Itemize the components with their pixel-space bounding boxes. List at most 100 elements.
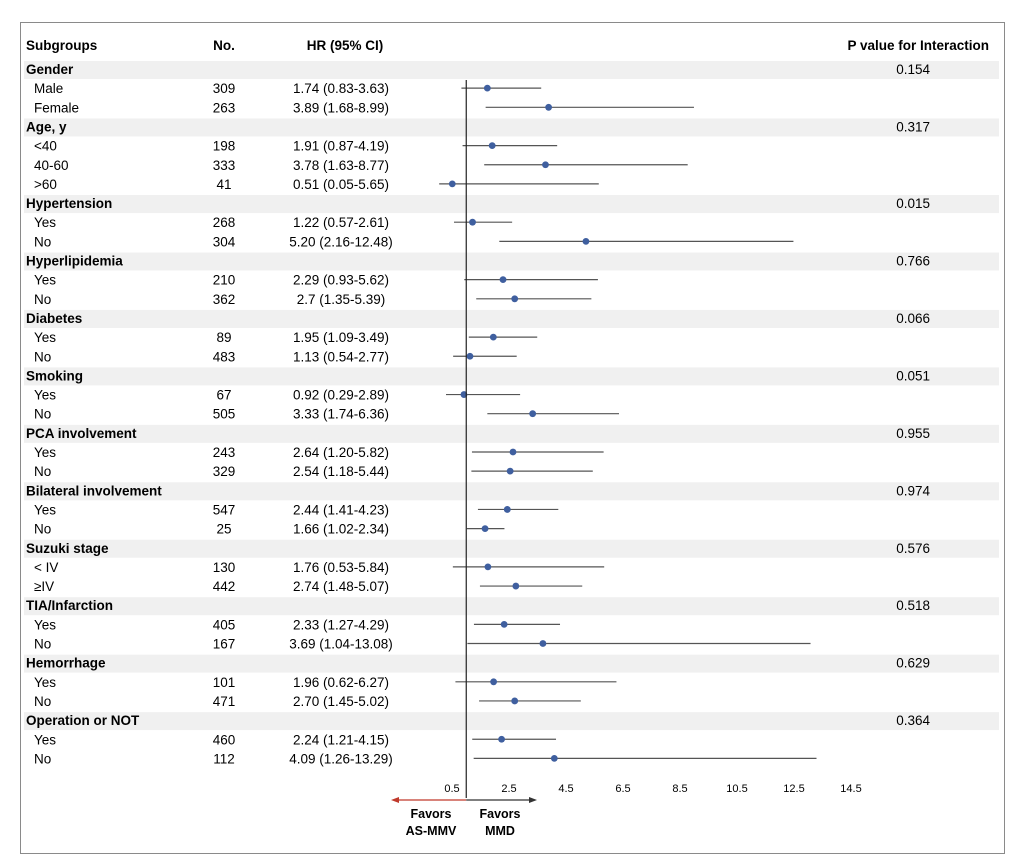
hr-point (498, 735, 505, 743)
n-value: 25 (216, 522, 231, 537)
hr-point (506, 467, 514, 475)
header-p-interaction: P value for Interaction (847, 38, 989, 53)
hr-ci-text: 1.22 (0.57-2.61) (293, 215, 389, 230)
group-band (24, 367, 999, 386)
group-label: Suzuki stage (26, 541, 109, 556)
subgroup-label: 40-60 (34, 158, 69, 173)
subgroup-label: < IV (34, 560, 58, 575)
x-tick-label: 4.5 (558, 783, 573, 795)
subgroup-label: Yes (34, 388, 56, 403)
hr-ci-text: 3.69 (1.04-13.08) (289, 637, 393, 652)
x-tick-label: 14.5 (840, 783, 861, 795)
subgroup-label: Yes (34, 675, 56, 690)
group-label: Operation or NOT (26, 713, 140, 728)
subgroup-label: Yes (34, 732, 56, 747)
p-value: 0.576 (896, 541, 930, 556)
group-band (24, 118, 999, 137)
hr-ci-text: 2.29 (0.93-5.62) (293, 273, 389, 288)
hr-ci-text: 1.96 (0.62-6.27) (293, 675, 389, 690)
x-tick-label: 2.5 (501, 783, 516, 795)
n-value: 333 (213, 158, 236, 173)
subgroup-label: No (34, 694, 51, 709)
subgroup-label: No (34, 234, 51, 249)
subgroup-label: No (34, 292, 51, 307)
n-value: 483 (213, 349, 236, 364)
hr-ci-text: 2.64 (1.20-5.82) (293, 445, 389, 460)
group-band (24, 597, 999, 616)
n-value: 67 (216, 388, 231, 403)
subgroup-label: Male (34, 81, 63, 96)
hr-point (511, 295, 519, 303)
hr-ci-text: 2.70 (1.45-5.02) (293, 694, 389, 709)
n-value: 460 (213, 732, 236, 747)
hr-point (512, 582, 520, 590)
x-tick-label: 8.5 (672, 783, 687, 795)
p-value: 0.066 (896, 311, 930, 326)
favors-right-arrowhead (529, 797, 537, 803)
hr-point (483, 84, 491, 92)
subgroup-label: ≥IV (34, 579, 54, 594)
group-label: Gender (26, 62, 74, 77)
p-value: 0.629 (896, 656, 930, 671)
group-band (24, 309, 999, 328)
p-value: 0.051 (896, 368, 930, 383)
group-band (24, 252, 999, 271)
hr-point (503, 506, 511, 513)
favors-left-arrowhead (391, 797, 399, 803)
subgroup-label: No (34, 637, 51, 652)
n-value: 243 (213, 445, 236, 460)
hr-ci-text: 2.24 (1.21-4.15) (293, 732, 389, 747)
n-value: 309 (213, 81, 236, 96)
n-value: 130 (213, 560, 236, 575)
favors-left-label: Favors (411, 807, 452, 821)
group-label: PCA involvement (26, 426, 137, 441)
n-value: 505 (213, 407, 236, 422)
x-tick-label: 12.5 (783, 783, 804, 795)
group-band (24, 539, 999, 558)
hr-point (448, 180, 456, 188)
hr-point (542, 161, 549, 169)
hr-point (499, 276, 507, 284)
group-band (24, 654, 999, 673)
subgroup-label: Yes (34, 617, 56, 632)
hr-ci-text: 1.91 (0.87-4.19) (293, 139, 389, 154)
hr-point (582, 237, 590, 245)
group-label: Hemorrhage (26, 656, 106, 671)
hr-ci-text: 2.74 (1.48-5.07) (293, 579, 389, 594)
hr-ci-text: 5.20 (2.16-12.48) (289, 234, 393, 249)
hr-ci-text: 3.33 (1.74-6.36) (293, 407, 389, 422)
hr-ci-text: 3.89 (1.68-8.99) (293, 100, 389, 115)
n-value: 268 (213, 215, 236, 230)
p-value: 0.015 (896, 196, 930, 211)
n-value: 210 (213, 273, 236, 288)
subgroup-label: No (34, 464, 51, 479)
n-value: 198 (213, 139, 236, 154)
n-value: 405 (213, 617, 236, 632)
group-band (24, 482, 999, 501)
subgroup-label: >60 (34, 177, 57, 192)
p-value: 0.154 (896, 62, 930, 77)
x-tick-label: 10.5 (726, 783, 747, 795)
header-hr: HR (95% CI) (307, 38, 384, 53)
group-label: Smoking (26, 368, 83, 383)
subgroup-label: Yes (34, 445, 56, 460)
n-value: 329 (213, 464, 236, 479)
favors-right-label: MMD (485, 824, 515, 838)
p-value: 0.955 (896, 426, 930, 441)
n-value: 89 (216, 330, 231, 345)
group-label: Bilateral involvement (26, 483, 162, 498)
hr-ci-text: 1.66 (1.02-2.34) (293, 522, 389, 537)
group-label: TIA/Infarction (26, 598, 113, 613)
x-tick-label: 6.5 (615, 783, 630, 795)
hr-point (529, 410, 537, 418)
hr-point (488, 142, 496, 150)
p-value: 0.317 (896, 119, 930, 134)
hr-ci-text: 0.92 (0.29-2.89) (293, 388, 389, 403)
hr-ci-text: 1.74 (0.83-3.63) (293, 81, 389, 96)
hr-point (481, 525, 489, 532)
subgroup-label: No (34, 751, 51, 766)
hr-ci-text: 1.95 (1.09-3.49) (293, 330, 389, 345)
hr-point (509, 448, 517, 456)
hr-ci-text: 3.78 (1.63-8.77) (293, 158, 389, 173)
hr-point (466, 352, 474, 360)
